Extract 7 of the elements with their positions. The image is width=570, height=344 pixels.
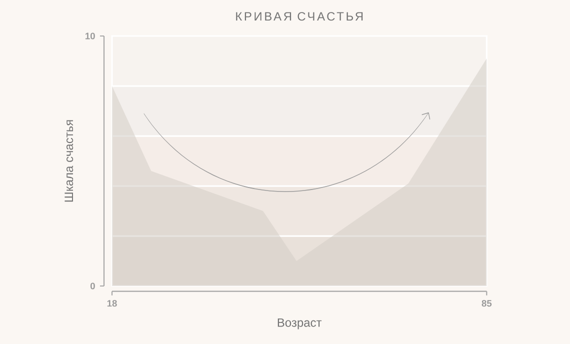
x-tick-label: 18 [107,300,117,307]
y-tick-label: 0 [90,282,95,290]
y-axis-title: Шкала счастья [64,120,74,202]
x-axis-title: Возраст [278,318,322,330]
x-tick-label: 85 [482,300,492,307]
y-tick-label: 10 [86,32,95,40]
chart-title: КРИВАЯ СЧАСТЬЯ [236,12,363,21]
